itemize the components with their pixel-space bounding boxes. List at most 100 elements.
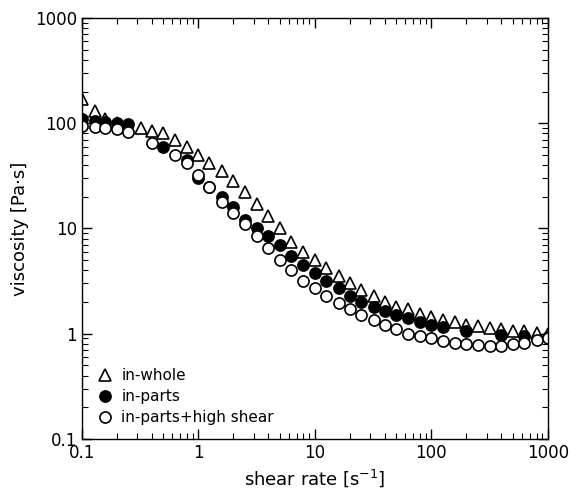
in-whole [219, 168, 226, 174]
in-parts+high shear [533, 337, 540, 343]
in-whole [382, 299, 389, 305]
in-parts [382, 308, 389, 314]
in-whole [452, 320, 459, 326]
in-parts [300, 262, 307, 268]
in-parts [230, 204, 237, 210]
in-parts [219, 194, 226, 200]
in-parts+high shear [230, 210, 237, 216]
in-parts [346, 292, 353, 298]
in-parts+high shear [113, 126, 120, 132]
in-parts [335, 286, 342, 292]
in-parts [498, 332, 505, 338]
in-whole [416, 310, 423, 316]
in-parts [521, 333, 528, 339]
in-whole [288, 238, 295, 244]
in-whole [487, 325, 494, 331]
in-whole [439, 317, 446, 323]
in-parts+high shear [428, 336, 435, 342]
X-axis label: shear rate [s$^{-1}$]: shear rate [s$^{-1}$] [244, 468, 386, 489]
in-parts+high shear [92, 124, 99, 130]
in-parts [206, 184, 213, 190]
in-parts+high shear [311, 286, 318, 292]
in-parts [113, 120, 120, 126]
in-parts [78, 116, 85, 122]
in-parts [265, 233, 272, 239]
in-whole [300, 249, 307, 255]
in-parts+high shear [78, 122, 85, 128]
in-whole [404, 306, 411, 312]
in-parts [276, 242, 283, 248]
in-parts+high shear [183, 160, 190, 166]
in-parts [102, 119, 109, 125]
in-parts+high shear [382, 322, 389, 328]
in-parts [241, 217, 248, 223]
in-whole [335, 274, 342, 280]
in-whole [102, 116, 109, 122]
in-parts+high shear [219, 198, 226, 204]
in-parts+high shear [509, 342, 516, 347]
in-parts [428, 322, 435, 328]
in-parts [463, 328, 470, 334]
in-parts+high shear [300, 278, 307, 283]
in-parts [125, 121, 132, 127]
in-parts+high shear [288, 268, 295, 274]
in-parts+high shear [463, 342, 470, 347]
in-whole [230, 178, 237, 184]
in-whole [265, 214, 272, 220]
Line: in-whole: in-whole [76, 94, 553, 339]
in-parts+high shear [416, 333, 423, 339]
in-parts [311, 270, 318, 276]
in-parts [545, 334, 552, 340]
in-whole [125, 122, 132, 128]
in-parts+high shear [265, 245, 272, 251]
in-whole [241, 190, 248, 196]
in-parts+high shear [195, 172, 202, 178]
in-parts+high shear [241, 221, 248, 227]
in-parts+high shear [393, 326, 400, 332]
in-parts+high shear [102, 125, 109, 131]
in-parts+high shear [521, 340, 528, 345]
in-whole [428, 314, 435, 320]
in-whole [195, 152, 202, 158]
in-parts [393, 312, 400, 318]
in-parts+high shear [346, 306, 353, 312]
Legend: in-whole, in-parts, in-parts+high shear: in-whole, in-parts, in-parts+high shear [89, 362, 280, 431]
in-whole [78, 96, 85, 102]
in-parts+high shear [253, 233, 260, 239]
in-parts [92, 118, 99, 124]
in-parts [370, 304, 377, 310]
in-whole [474, 323, 481, 329]
in-whole [160, 130, 166, 136]
in-whole [183, 144, 190, 150]
in-parts [416, 318, 423, 324]
in-parts [183, 157, 190, 163]
in-parts+high shear [335, 300, 342, 306]
in-whole [358, 287, 365, 293]
in-parts [288, 253, 295, 259]
in-parts+high shear [125, 130, 132, 136]
in-parts [322, 278, 329, 283]
in-parts+high shear [545, 336, 552, 342]
in-whole [148, 128, 155, 134]
in-parts [439, 324, 446, 330]
in-parts [195, 176, 202, 182]
in-whole [393, 304, 400, 310]
in-parts+high shear [439, 338, 446, 344]
Y-axis label: viscosity [Pa·s]: viscosity [Pa·s] [11, 162, 29, 296]
in-whole [498, 326, 505, 332]
in-whole [92, 108, 99, 114]
in-whole [533, 330, 540, 336]
in-parts [404, 316, 411, 322]
in-whole [276, 226, 283, 232]
in-parts+high shear [452, 340, 459, 345]
in-parts [358, 299, 365, 305]
in-parts+high shear [171, 152, 178, 158]
in-parts+high shear [498, 343, 505, 349]
in-parts+high shear [148, 140, 155, 146]
in-parts [160, 144, 166, 150]
in-whole [311, 257, 318, 263]
in-whole [545, 330, 552, 336]
in-whole [521, 328, 528, 334]
in-whole [322, 265, 329, 271]
in-whole [370, 292, 377, 298]
